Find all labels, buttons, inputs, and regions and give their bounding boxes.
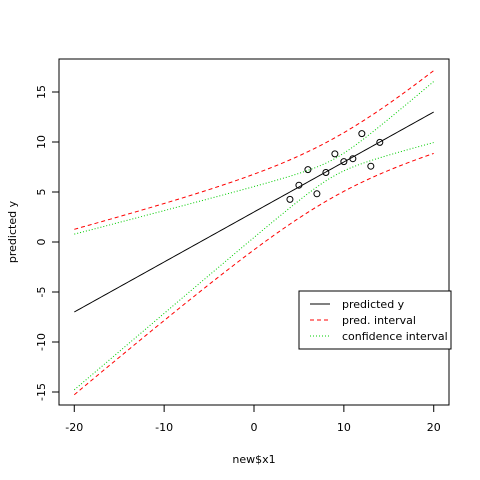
- data-point: [376, 138, 384, 146]
- prediction-interval-lower-line: [73, 152, 434, 396]
- x-axis-label: new$x1: [232, 453, 275, 466]
- data-point: [367, 162, 375, 170]
- data-point: [322, 169, 330, 176]
- x-tick-label: -10: [155, 421, 173, 434]
- data-point: [313, 190, 321, 198]
- legend-label-predicted: predicted y: [342, 298, 405, 311]
- y-tick-label: 0: [35, 239, 48, 246]
- x-tick-label: -20: [65, 421, 83, 434]
- y-axis-label: predicted y: [6, 200, 19, 263]
- y-tick-label: 5: [35, 189, 48, 196]
- predicted-y-line: [74, 111, 434, 313]
- x-tick-label: 10: [337, 421, 351, 434]
- confidence-interval-upper-line: [74, 81, 435, 235]
- legend-label-confidence-interval: confidence interval: [342, 330, 448, 343]
- x-tick-label: 20: [427, 421, 441, 434]
- plot-box: [58, 58, 450, 406]
- legend: predicted y pred. interval confidence in…: [298, 290, 452, 350]
- y-tick-label: 15: [35, 85, 48, 99]
- legend-label-prediction-interval: pred. interval: [342, 314, 416, 327]
- confidence-interval-lower-line: [73, 142, 434, 391]
- y-tick-label: -10: [35, 333, 48, 351]
- data-point: [340, 158, 348, 166]
- x-tick-label: 0: [251, 421, 258, 434]
- data-point: [349, 155, 357, 163]
- data-point: [286, 195, 294, 203]
- axis-ticks: -20 -10 0 10 20 -15 -10 -5 0 5 10 15: [35, 85, 441, 434]
- y-tick-label: -5: [35, 287, 48, 298]
- data-point: [358, 130, 366, 138]
- data-point: [295, 181, 303, 189]
- y-tick-label: -15: [35, 383, 48, 401]
- data-point: [331, 150, 339, 158]
- data-point: [304, 166, 312, 174]
- observed-points: [286, 130, 384, 203]
- series-layer: [73, 70, 435, 396]
- prediction-interval-upper-line: [74, 70, 435, 230]
- y-tick-label: 10: [35, 135, 48, 149]
